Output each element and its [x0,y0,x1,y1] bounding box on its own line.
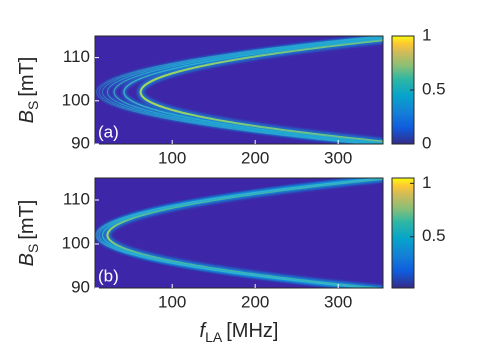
heatmap [95,178,383,288]
colorbar-tick-label: 1 [422,173,431,192]
y-tick-label: 110 [63,47,90,66]
x-label-subscript: LA [205,329,223,345]
resonance-glow [95,178,383,288]
y-label-subscript: S [25,101,41,110]
panel-label: (a) [98,122,119,141]
x-label-symbol: f [200,320,208,342]
x-tick-label: 300 [324,148,352,167]
resonance-line [95,178,382,288]
y-label-symbol: B [16,110,38,123]
colorbar-tick-label: 0.5 [422,226,446,245]
x-tick-label: 100 [158,148,186,167]
y-tick-label: 90 [71,277,90,296]
x-tick-label: 200 [241,292,269,311]
x-tick-label: 200 [241,148,269,167]
colorbar-tick-label: 0.5 [422,79,446,98]
y-tick-label: 100 [62,90,90,109]
y-axis-label: BS [mT] [16,57,40,124]
y-tick-label: 100 [62,233,90,252]
x-tick-label: 300 [324,292,352,311]
x-label-unit: [MHz] [226,320,278,342]
axes-frame [94,35,384,145]
x-axis-label: fLA [MHz] [200,320,279,344]
resonance-glow [95,36,383,144]
y-label-subscript: S [25,244,41,253]
resonance-line [96,36,383,144]
heatmap [95,36,383,144]
panel-label: (b) [98,266,119,285]
y-label-unit: [mT] [16,57,38,97]
colorbar-tick-label: 1 [422,25,431,44]
y-tick-label: 110 [63,189,90,208]
y-tick-label: 90 [71,133,90,152]
y-axis-label: BS [mT] [16,200,40,267]
axes-frame [94,177,384,289]
colorbar [391,177,415,289]
colorbar-tick-label: 0 [422,133,431,152]
x-tick-label: 100 [158,292,186,311]
y-label-symbol: B [16,253,38,266]
y-label-unit: [mT] [16,200,38,240]
